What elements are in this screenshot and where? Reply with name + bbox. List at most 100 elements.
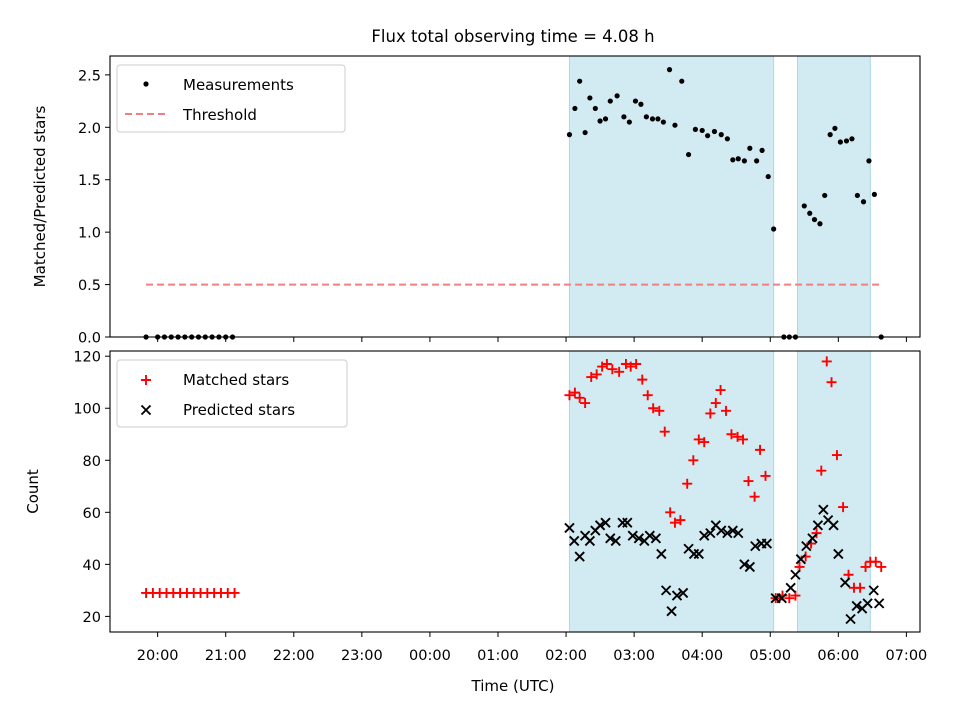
matched-star-point [715,385,726,396]
matched-star-point [665,507,676,518]
predicted-star-point [750,540,761,552]
measurement-point [718,132,724,138]
ratio-legend: Measurements Threshold [116,64,346,133]
predicted-star-point [739,559,750,570]
matched-star-point [816,465,827,476]
predicted-star-point [868,585,879,596]
predicted-star-point [722,527,733,539]
predicted-star-point [644,530,655,541]
predicted-star-point [627,530,638,541]
matched-star-point [821,356,832,367]
matched-star-point [870,556,881,567]
predicted-star-point [605,533,616,544]
predicted-star-point [828,520,839,531]
predicted-star-point [873,598,885,609]
y-axis-label: Count [24,469,42,514]
predicted-star-point [785,582,796,593]
measurement-point [801,203,807,209]
legend-measurements-label: Measurements [183,76,294,94]
ratio-panel-frame [109,55,921,338]
x-tick-label: 23:00 [341,648,383,664]
measurement-point [860,199,867,205]
predicted-star-point [666,606,677,617]
predicted-star-point [807,533,818,544]
predicted-star-point [693,548,704,560]
matched-star-point [760,470,771,481]
y-tick-label: 100 [73,402,101,418]
predicted-star-point [671,590,683,601]
measurement-point [685,151,692,158]
x-tick-label: 07:00 [885,648,927,664]
predicted-star-point [716,525,727,536]
predicted-star-point [812,520,824,531]
matched-star-point [631,359,642,370]
matched-star-point [860,561,871,572]
matched-star-point [682,478,693,489]
measurement-point [754,158,760,164]
measurement-point [649,116,656,122]
matched-star-point [755,444,766,455]
matched-star-point [726,429,737,440]
measurement-point [837,139,843,145]
matched-star-point [586,372,597,383]
matched-star-point [831,450,842,461]
measurement-point [692,126,698,132]
measurement-point [759,147,765,153]
predicted-star-point [660,585,672,596]
matched-star-point [591,369,602,380]
measurement-point [866,158,872,164]
measurement-point [597,118,603,124]
measurement-point [587,95,593,101]
matched-star-point [229,587,240,598]
predicted-star-point [833,548,844,560]
measurement-point [811,216,818,223]
measurement-point [843,138,850,144]
predicted-star-point [564,522,575,534]
chart-title: Flux total observing time = 4.08 h [371,27,654,46]
measurement-point [655,116,661,122]
measurement-point [765,173,771,180]
counts-panel-frame [109,350,921,633]
matched-star-point [642,390,653,401]
observing-window-shade [568,55,775,338]
measurement-point [817,221,823,227]
matched-star-point [749,491,760,502]
predicted-star-point [839,577,851,588]
matched-star-point [625,361,636,372]
predicted-star-point [569,535,580,547]
matched-star-point [648,403,659,414]
measurement-point [849,136,855,142]
measurement-point [730,157,736,163]
measurement-point [621,114,627,120]
matched-star-point [743,476,754,487]
legend-predicted-label: Predicted stars [183,401,295,419]
predicted-star-point [862,598,873,609]
matched-star-point [675,515,686,526]
predicted-star-point [656,548,667,560]
measurement-point [854,192,860,199]
x-tick-label: 04:00 [681,648,723,664]
predicted-star-point [610,535,621,547]
matched-star-point [838,502,849,513]
measurement-point [602,116,609,122]
observing-window-shade [568,350,775,633]
predicted-star-point [845,613,856,625]
y-tick-label: 2.5 [78,68,101,84]
x-tick-label: 01:00 [477,648,519,664]
y-tick-label: 40 [83,558,101,574]
matched-star-point [607,364,618,375]
matched-star-point [569,387,580,398]
measurement-point [735,156,741,162]
legend-matched-marker [141,375,151,385]
x-axis-label: Time (UTC) [471,677,555,695]
matched-star-point [826,377,837,388]
y-tick-label: 80 [83,454,101,470]
measurement-point [807,210,813,216]
y-tick-label: 1.0 [78,226,101,242]
predicted-star-point [600,517,611,528]
y-tick-label: 1.5 [78,173,101,189]
measurement-point [577,78,583,84]
matched-star-point [705,408,716,419]
predicted-star-point [776,593,787,604]
measurement-point [771,226,777,232]
